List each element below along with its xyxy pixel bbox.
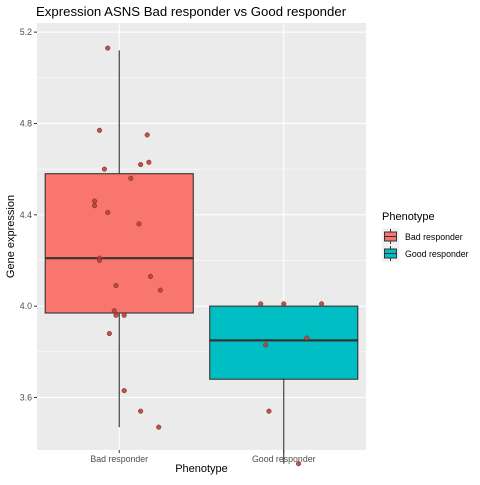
y-tick-label: 4.4 [20,210,32,220]
data-point [92,203,98,209]
data-point [136,221,142,227]
data-point [105,209,111,216]
y-axis-label: Gene expression [5,195,17,278]
data-point [101,166,107,172]
data-point [144,132,150,138]
x-tick-label: Good responder [252,454,316,464]
data-point [319,301,325,307]
data-point [92,198,98,204]
legend-key-bad-responder [382,228,399,245]
boxes [44,50,359,464]
y-tick-label: 4.8 [20,118,32,128]
data-point [156,424,162,430]
x-axis: Bad responder Good responder [90,450,316,464]
data-point [113,312,119,318]
y-tick-label: 3.6 [20,392,32,402]
data-point [96,257,103,264]
legend-key-good-responder [382,245,399,262]
data-point [113,283,119,289]
data-point [121,388,127,394]
data-point [111,308,117,314]
legend-title: Phenotype [382,211,435,223]
data-point [146,159,152,165]
data-point [296,461,302,467]
box-good-responder [209,305,359,380]
data-point [263,342,269,348]
data-point [281,301,287,307]
legend: Phenotype Bad responder Good responder [382,211,469,262]
data-points [92,45,325,467]
data-point [128,175,134,181]
legend-label: Bad responder [405,232,463,242]
data-point [138,162,144,168]
data-point [157,287,163,293]
data-point [96,127,103,133]
x-axis-label: Phenotype [175,463,228,475]
chart-title: Expression ASNS Bad responder vs Good re… [36,4,347,19]
data-point [147,273,154,280]
y-tick-label: 4.0 [20,301,32,311]
data-point [105,45,111,51]
y-axis: 3.6 4.0 4.4 4.8 5.2 [20,27,37,402]
data-point [266,408,272,414]
x-tick-label: Bad responder [90,454,148,464]
data-point [121,312,127,318]
legend-label: Good responder [405,249,469,259]
data-point [258,301,264,307]
y-tick-label: 5.2 [20,27,32,37]
data-point [106,330,112,337]
data-point [138,408,144,414]
data-point [304,335,310,341]
box-bad-responder [44,173,194,314]
